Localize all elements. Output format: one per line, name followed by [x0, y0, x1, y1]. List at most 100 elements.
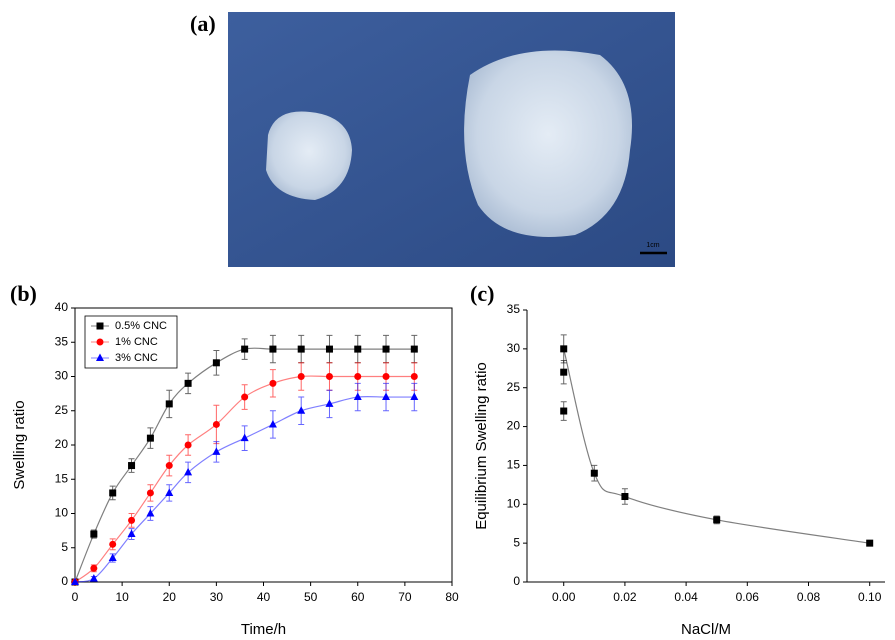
- panel-label: (b): [10, 281, 37, 306]
- legend-marker: [96, 322, 104, 330]
- x-tick-label: 0.00: [552, 590, 576, 604]
- x-tick-label: 60: [351, 590, 365, 604]
- x-tick-label: 80: [445, 590, 459, 604]
- x-tick-label: 0.06: [736, 590, 760, 604]
- marker: [109, 540, 117, 548]
- marker: [621, 493, 629, 501]
- x-tick-label: 50: [304, 590, 318, 604]
- x-tick-label: 0.04: [674, 590, 698, 604]
- marker: [212, 447, 221, 455]
- marker: [297, 345, 305, 353]
- x-axis-title: Time/h: [241, 621, 286, 638]
- marker: [353, 392, 362, 401]
- marker: [128, 516, 136, 524]
- legend-marker: [96, 338, 104, 346]
- marker: [212, 359, 220, 367]
- x-tick-label: 30: [210, 590, 224, 604]
- marker: [354, 345, 362, 353]
- y-tick-label: 25: [507, 380, 521, 394]
- x-tick-label: 40: [257, 590, 271, 604]
- legend-marker: [96, 353, 104, 361]
- fit-curve: [74, 395, 415, 583]
- x-axis-title: NaCl/M: [681, 621, 731, 638]
- marker: [560, 368, 568, 376]
- marker: [240, 433, 249, 442]
- x-tick-label: 0.08: [797, 590, 821, 604]
- x-tick-label: 20: [163, 590, 177, 604]
- y-tick-label: 5: [61, 540, 68, 554]
- y-tick-label: 30: [55, 369, 69, 383]
- y-tick-label: 0: [61, 574, 68, 588]
- marker: [269, 379, 277, 387]
- y-tick-label: 35: [55, 334, 69, 348]
- y-tick-label: 35: [507, 302, 521, 316]
- marker: [165, 400, 173, 408]
- x-tick-label: 0.10: [858, 590, 882, 604]
- y-tick-label: 15: [55, 471, 69, 485]
- y-tick-label: 40: [55, 300, 69, 314]
- y-tick-label: 5: [513, 535, 520, 549]
- marker: [297, 373, 305, 380]
- marker: [382, 392, 391, 401]
- y-tick-label: 30: [507, 341, 521, 355]
- marker: [382, 345, 390, 353]
- marker: [297, 406, 306, 414]
- marker: [590, 469, 598, 477]
- scale-bar-label: 1cm: [646, 242, 659, 249]
- marker: [410, 392, 419, 401]
- marker: [89, 574, 98, 582]
- photo: 1cm: [228, 12, 675, 267]
- marker: [268, 419, 277, 428]
- marker: [212, 420, 220, 428]
- legend-label: 0.5% CNC: [115, 320, 167, 332]
- large-gel: [464, 50, 632, 237]
- marker: [560, 345, 568, 353]
- legend-label: 1% CNC: [115, 336, 158, 348]
- panel-label: (c): [470, 281, 494, 306]
- marker: [410, 373, 418, 380]
- marker: [410, 345, 418, 353]
- panel-label: (a): [190, 11, 216, 36]
- marker: [108, 553, 117, 562]
- y-tick-label: 0: [513, 574, 520, 588]
- marker: [382, 373, 390, 380]
- marker: [146, 509, 155, 517]
- marker: [241, 393, 249, 401]
- x-tick-label: 70: [398, 590, 412, 604]
- marker: [325, 373, 333, 380]
- legend-label: 3% CNC: [115, 352, 158, 364]
- x-tick-label: 10: [115, 590, 129, 604]
- marker: [90, 564, 98, 572]
- marker: [866, 539, 874, 547]
- y-axis-title: Swelling ratio: [11, 400, 28, 489]
- marker: [128, 462, 136, 470]
- marker: [109, 489, 117, 497]
- fit-curve: [74, 347, 415, 583]
- y-tick-label: 15: [507, 458, 521, 472]
- marker: [184, 467, 193, 476]
- marker: [354, 373, 362, 380]
- y-tick-label: 10: [507, 496, 521, 510]
- marker: [713, 516, 721, 524]
- marker: [165, 462, 173, 470]
- marker: [325, 399, 334, 407]
- y-tick-label: 20: [55, 437, 69, 451]
- marker: [241, 345, 249, 353]
- marker: [184, 379, 192, 387]
- marker: [184, 441, 192, 449]
- fit-curve: [563, 348, 870, 544]
- x-tick-label: 0: [72, 590, 79, 604]
- marker: [146, 489, 154, 497]
- marker: [71, 577, 79, 585]
- y-axis-title: Equilibrium Swelling ratio: [473, 362, 490, 530]
- marker: [560, 407, 568, 415]
- marker: [269, 345, 277, 353]
- x-tick-label: 0.02: [613, 590, 637, 604]
- marker: [127, 529, 136, 538]
- y-tick-label: 20: [507, 419, 521, 433]
- y-tick-label: 10: [55, 506, 69, 520]
- y-tick-label: 25: [55, 403, 69, 417]
- small-gel: [266, 111, 352, 200]
- marker: [146, 434, 154, 442]
